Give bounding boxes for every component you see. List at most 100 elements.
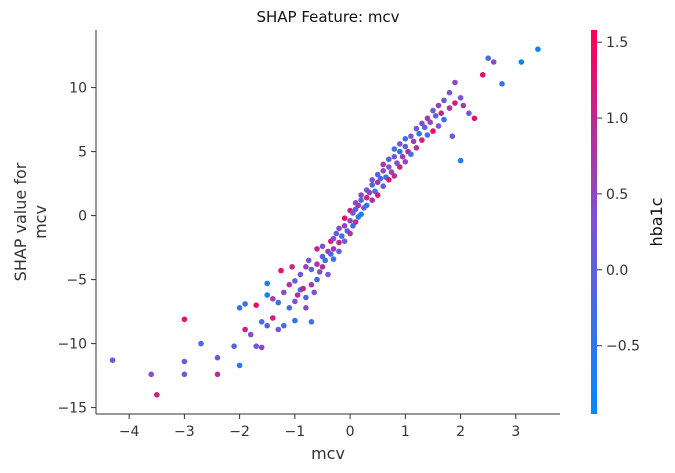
x-tick-label: −1 (285, 424, 306, 440)
scatter-point (358, 197, 364, 203)
scatter-point (303, 294, 309, 301)
scatter-point (231, 343, 237, 350)
scatter-point (292, 298, 298, 305)
scatter-point (347, 230, 353, 237)
scatter-point (419, 137, 425, 143)
scatter-point (441, 97, 447, 104)
y-tick-label: −10 (57, 337, 87, 353)
scatter-point (325, 271, 331, 278)
scatter-point (352, 219, 359, 225)
scatter-point (278, 267, 284, 274)
scatter-point (264, 322, 271, 329)
scatter-point (369, 197, 376, 203)
scatter-point (258, 344, 265, 351)
scatter-point (253, 302, 259, 309)
scatter-point (397, 164, 403, 170)
scatter-point (333, 230, 340, 237)
scatter-points (109, 46, 541, 398)
scatter-point (430, 128, 436, 134)
scatter-point (308, 281, 315, 288)
scatter-point (181, 371, 188, 378)
scatter-point (247, 331, 254, 338)
scatter-point (270, 315, 276, 321)
scatter-point (402, 136, 409, 142)
scatter-point (380, 168, 387, 174)
scatter-point (424, 115, 431, 122)
scatter-point (214, 371, 221, 378)
scatter-point (319, 264, 326, 270)
y-tick-label: 5 (78, 145, 87, 161)
scatter-point (374, 171, 381, 178)
scatter-point (347, 217, 353, 224)
scatter-point (394, 160, 400, 166)
scatter-point (314, 261, 320, 268)
x-axis-label: mcv (311, 444, 345, 463)
scatter-point (336, 239, 342, 246)
colorbar (591, 30, 597, 414)
scatter-point (336, 225, 342, 232)
scatter-point (374, 192, 381, 198)
scatter-point (109, 357, 116, 364)
x-tick-label: −3 (174, 424, 195, 440)
scatter-point (452, 100, 458, 106)
scatter-point (490, 59, 497, 65)
scatter-point (281, 322, 287, 329)
scatter-point (275, 326, 282, 333)
colorbar-tick-label: 1.5 (606, 35, 628, 51)
scatter-point (438, 110, 445, 116)
scatter-point (339, 233, 345, 239)
scatter-point (386, 164, 392, 170)
scatter-point (452, 79, 458, 86)
colorbar-tick-label: 0.5 (606, 187, 628, 203)
y-tick-label: 10 (69, 81, 87, 97)
scatter-point (154, 392, 160, 398)
scatter-point (253, 343, 259, 350)
scatter-point (446, 105, 453, 111)
scatter-point (408, 151, 414, 157)
y-tick-label: −5 (66, 273, 87, 289)
scatter-point (286, 305, 293, 311)
scatter-point (328, 251, 334, 257)
scatter-point (270, 296, 276, 302)
scatter-point (308, 266, 315, 273)
scatter-point (408, 133, 414, 139)
scatter-point (286, 281, 293, 288)
scatter-point (460, 102, 467, 109)
scatter-point (303, 264, 309, 270)
scatter-point (341, 238, 348, 244)
colorbar-ticks: −0.5 0.0 0.5 1.0 1.5 (597, 35, 640, 355)
scatter-point (386, 156, 392, 163)
y-tick-label: −15 (57, 401, 87, 417)
scatter-point (319, 243, 326, 250)
scatter-point (363, 194, 370, 201)
scatter-point (410, 138, 417, 145)
scatter-point (399, 153, 406, 160)
scatter-point (236, 362, 243, 369)
scatter-point (391, 146, 398, 152)
scatter-point (397, 141, 403, 147)
scatter-point (421, 124, 428, 131)
scatter-point (535, 46, 541, 52)
scatter-point (341, 215, 348, 221)
scatter-point (264, 292, 271, 298)
colorbar-tick-label: 0.0 (606, 263, 628, 279)
scatter-point (292, 317, 298, 324)
scatter-point (449, 133, 456, 139)
scatter-point (402, 143, 409, 150)
y-tick-label: 0 (78, 209, 87, 225)
scatter-point (446, 89, 453, 96)
scatter-point (181, 358, 188, 365)
scatter-point (294, 292, 301, 298)
scatter-point (424, 132, 431, 138)
scatter-point (430, 107, 436, 114)
scatter-point (432, 113, 439, 119)
scatter-point (485, 55, 492, 61)
scatter-point (391, 153, 398, 160)
scatter-point (181, 316, 188, 323)
scatter-point (308, 319, 315, 325)
scatter-point (330, 235, 337, 242)
x-tick-label: 0 (346, 424, 355, 440)
scatter-point (330, 256, 337, 262)
y-axis-label-line-1: SHAP value for (11, 162, 30, 281)
